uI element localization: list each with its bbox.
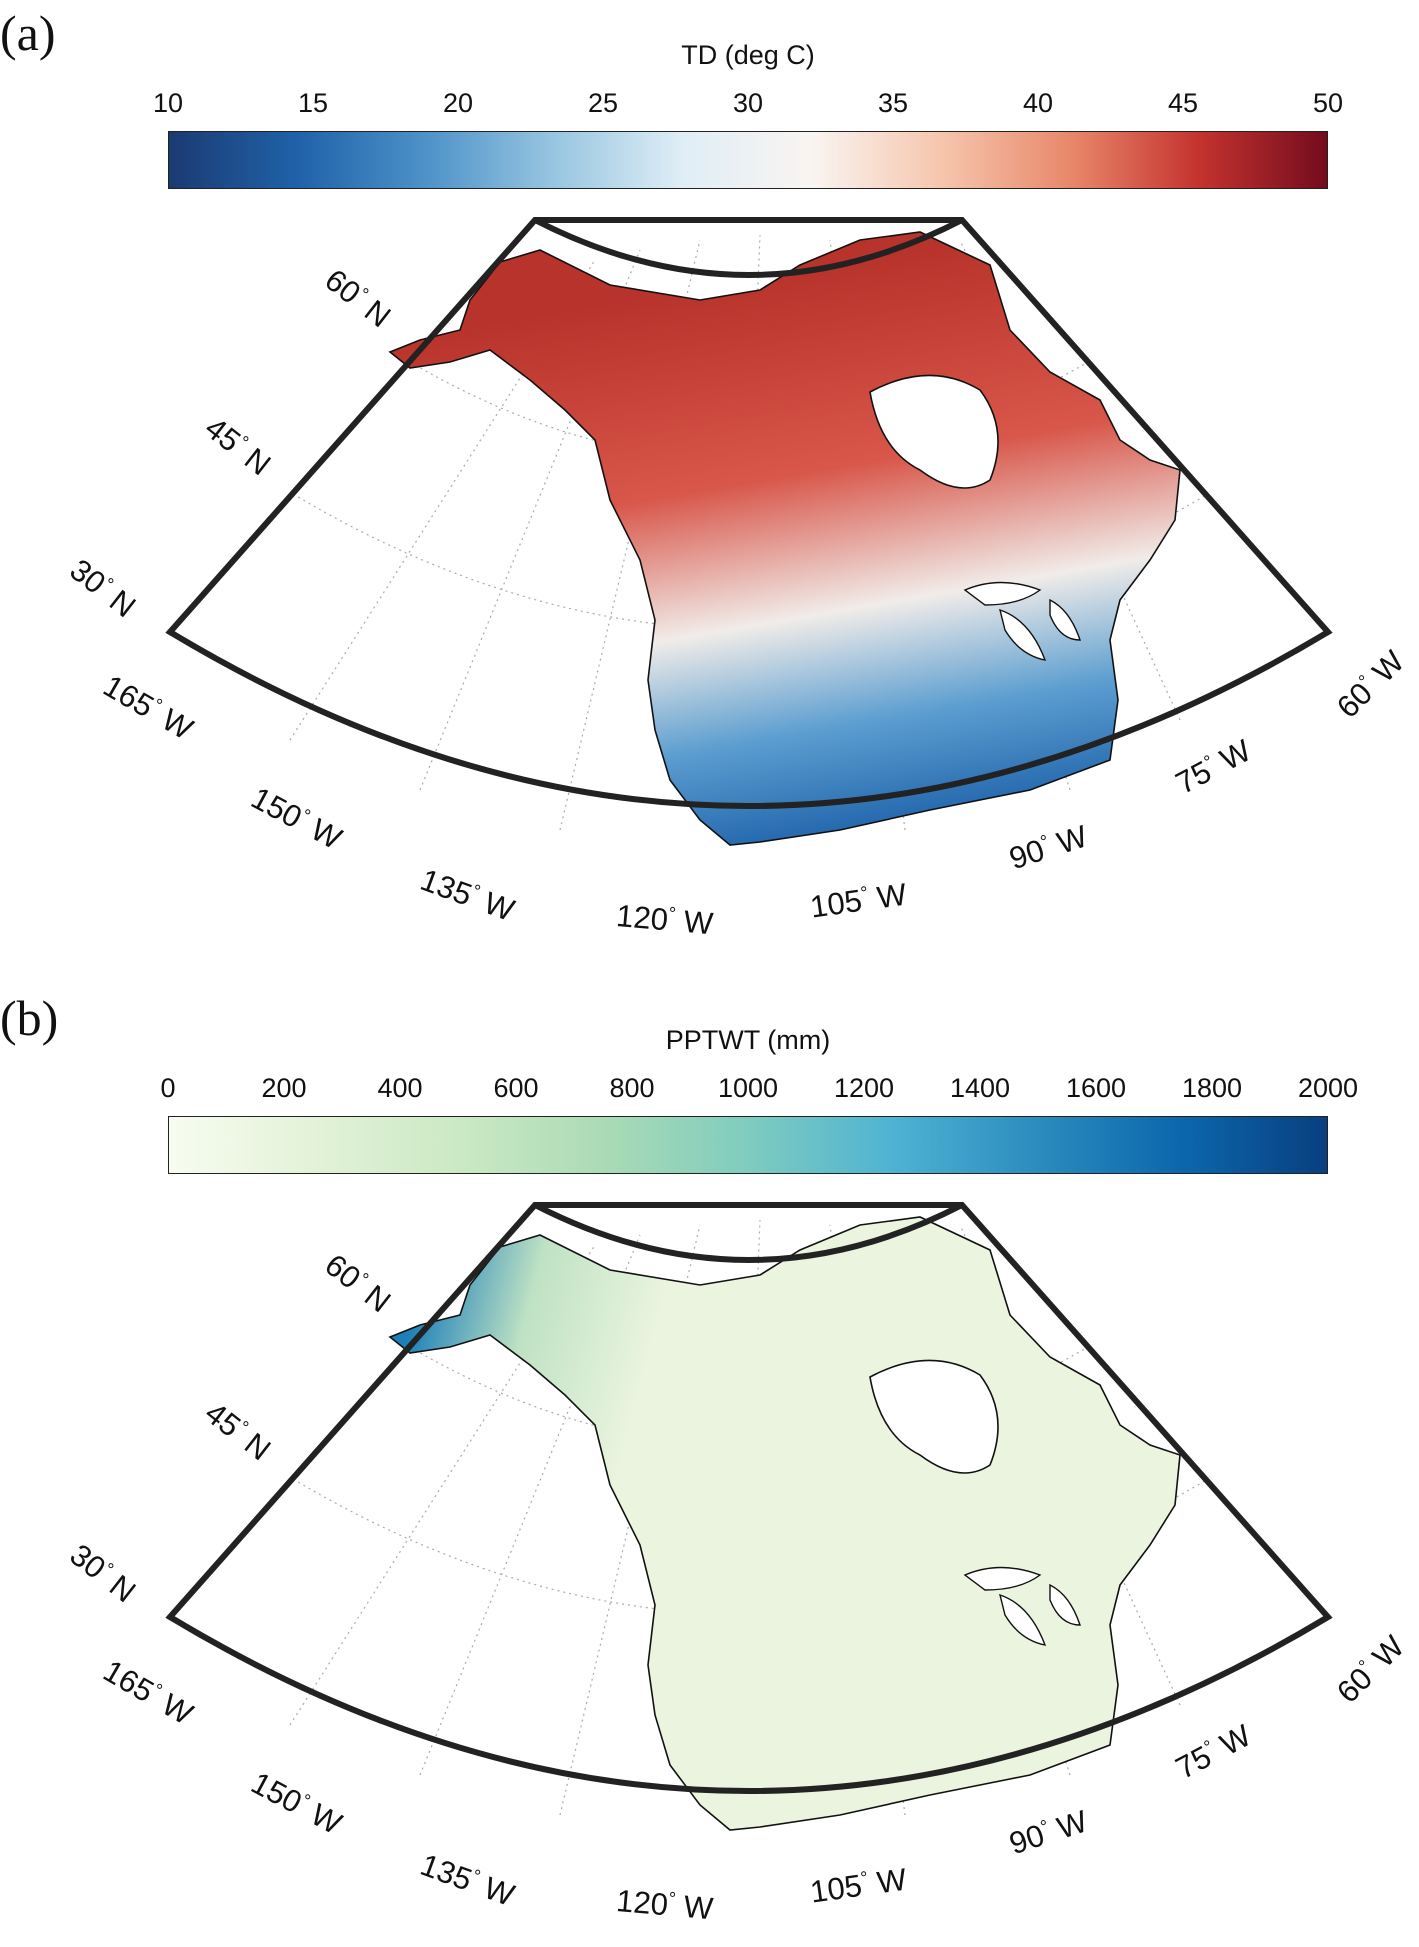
colorbar-tick-label: 1000 [717,1073,779,1103]
great-lake [1049,1583,1081,1626]
map-frame [165,1202,1333,1794]
panel-b: (b) PPTWT (mm) 0 200 400 600 800 1000 1200 1400… [0,985,1419,1947]
lon-hemisphere: W [866,1861,909,1902]
colorbar [168,1116,1328,1174]
map-frame-arc [533,217,964,278]
colorbar-tick-label: 30 [732,88,764,118]
colorbar-tick-label: 1800 [1181,1073,1243,1103]
colorbar-tick-label: 800 [609,1073,655,1103]
colorbar-tick-label: 1400 [949,1073,1011,1103]
lon-hemisphere: W [673,1888,715,1927]
colorbar-tick-label: 25 [587,88,619,118]
hudson-bay [869,1359,999,1474]
great-lake [999,608,1047,661]
great-lake [963,1566,1042,1591]
lon-degrees: 105 [808,882,865,925]
hudson-bay [869,374,999,489]
colorbar-tick-label: 20 [442,88,474,118]
great-lake [963,581,1042,606]
colorbar-tick-label: 15 [297,88,329,118]
colorbar-tick-label: 2000 [1297,1073,1359,1103]
lon-hemisphere: W [866,876,909,917]
colorbar-title: TD (deg C) [681,40,815,70]
colorbar [168,131,1328,189]
meridian [419,249,641,791]
map-frame-arc [533,1202,964,1263]
colorbar-tick-label: 600 [493,1073,539,1103]
colorbar-tick-label: 0 [160,1073,176,1103]
colorbar-tick-label: 35 [877,88,909,118]
lon-degrees: 120 [614,1883,670,1923]
colorbar-tick-label: 40 [1022,88,1054,118]
great-lake [1049,598,1081,641]
colorbar-tick-label: 1600 [1065,1073,1127,1103]
great-lake [999,1593,1047,1646]
map-td [165,217,1333,846]
meridian [419,1234,641,1776]
colorbar-tick-label: 1200 [833,1073,895,1103]
colorbar-title: PPTWT (mm) [665,1025,831,1055]
map-pptwt [165,1202,1333,1831]
panel-label: (a) [0,5,56,61]
lon-degrees: 105 [808,1867,865,1910]
panel-label: (b) [0,990,59,1046]
map-frame [165,217,1333,809]
lon-degrees: 120 [614,898,670,938]
colorbar-tick-label: 10 [152,88,184,118]
colorbar-tick-label: 45 [1167,88,1199,118]
colorbar-tick-label: 400 [377,1073,423,1103]
colorbar-tick-label: 200 [261,1073,307,1103]
lon-hemisphere: W [673,903,715,942]
colorbar-tick-label: 50 [1312,88,1344,118]
